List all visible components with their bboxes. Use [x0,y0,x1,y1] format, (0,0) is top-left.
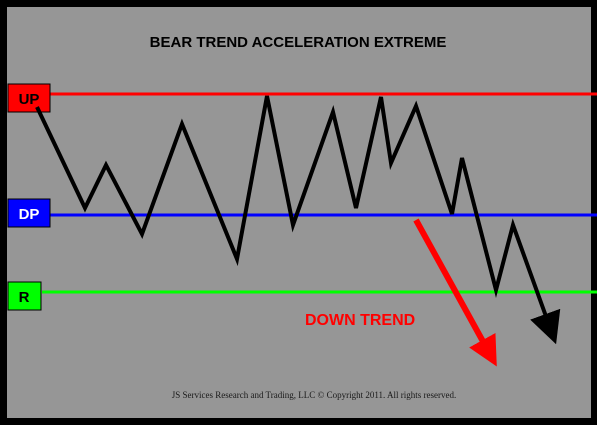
r-label-text: R [19,289,30,306]
down-trend-arrow [413,218,497,367]
price-path-line [35,95,561,345]
diagram-title: BEAR TREND ACCELERATION EXTREME [150,34,447,51]
up-label-text: UP [19,91,40,108]
r-level-label: R [7,281,42,311]
copyright-footer: JS Services Research and Trading, LLC © … [172,390,456,400]
dp-label-text: DP [19,206,40,223]
down-trend-label: DOWN TREND [305,312,415,329]
dp-level-label: DP [7,198,51,228]
up-level-label: UP [7,83,51,113]
